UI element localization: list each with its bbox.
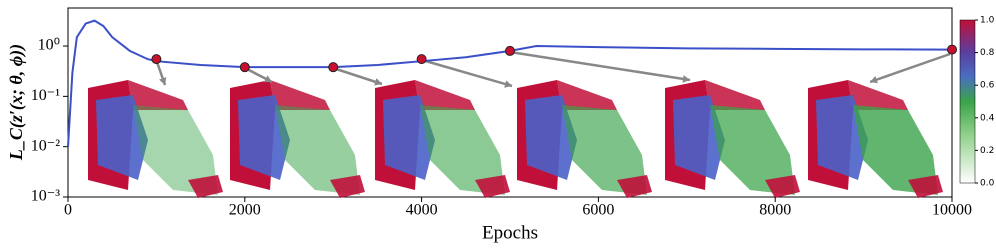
x-axis-label: Epochs	[482, 222, 538, 243]
rendering-green	[853, 105, 938, 195]
plot-frame	[67, 7, 953, 198]
arrow	[332, 66, 383, 86]
rendering	[88, 80, 223, 198]
x-tick-label: 0	[64, 202, 72, 219]
arrow-head	[374, 78, 382, 86]
x-tick-label: 10000	[932, 202, 972, 219]
rendering	[517, 80, 652, 198]
rendering	[665, 80, 800, 198]
rendering	[230, 80, 365, 198]
rendering-blue	[673, 95, 725, 180]
colorbar	[959, 19, 976, 184]
colorbar-tick-label: 0.0	[980, 179, 995, 189]
rendering-base	[617, 175, 652, 198]
rendering-base	[330, 175, 365, 198]
rendering-top	[557, 80, 617, 110]
y-tick-label: 10⁰	[38, 37, 60, 54]
rendering-blue	[96, 95, 148, 180]
marker	[416, 54, 427, 65]
arrow-head	[504, 80, 512, 88]
y-tick-label: 10⁻¹	[31, 87, 60, 104]
rendering-top	[848, 80, 908, 110]
rendering-blue	[383, 95, 435, 180]
rendering-green	[420, 105, 505, 195]
y-tick-label: 10⁻²	[31, 137, 60, 154]
x-tick-label: 8000	[759, 202, 791, 219]
rendering-top	[128, 80, 188, 110]
arrow-head	[682, 75, 690, 83]
rendering-green	[562, 105, 647, 195]
rendering-green	[275, 105, 360, 195]
rendering-top	[270, 80, 330, 110]
loss-line	[67, 19, 953, 147]
arrow-head	[264, 75, 272, 83]
y-tick-label: 10⁻³	[31, 188, 60, 205]
colorbar-tick-label: 1.0	[980, 16, 995, 26]
colorbar-tick-label: 0.4	[980, 113, 995, 123]
x-tick-label: 2000	[229, 202, 261, 219]
y-axis-label: L_C(z′(x; θ, ϕ))	[6, 44, 27, 161]
marker	[505, 45, 515, 56]
marker	[239, 62, 250, 73]
rendering-blue	[525, 95, 577, 180]
colorbar-tick-label: 0.2	[980, 146, 994, 156]
marker	[151, 54, 162, 65]
arrow-head	[159, 77, 167, 85]
arrow	[869, 52, 951, 84]
rendering-blue	[816, 95, 868, 180]
x-tick-label: 4000	[406, 202, 438, 219]
colorbar-tick-label: 0.8	[980, 48, 995, 58]
rendering-base	[765, 175, 800, 198]
x-tick-label: 6000	[582, 202, 614, 219]
rendering-green	[133, 105, 218, 195]
colorbar-tick-label: 0.6	[980, 81, 995, 91]
rendering	[375, 80, 510, 198]
rendering-base	[188, 175, 223, 198]
arrow	[509, 50, 691, 82]
rendering-base	[475, 175, 510, 198]
rendering-top	[415, 80, 475, 110]
rendering-top	[705, 80, 765, 110]
rendering	[808, 80, 943, 198]
rendering-green	[710, 105, 795, 195]
rendering-blue	[238, 95, 290, 180]
marker	[947, 44, 957, 55]
rendering-base	[908, 175, 943, 198]
arrow	[421, 58, 513, 88]
arrow-head	[870, 76, 878, 84]
marker	[328, 62, 339, 73]
